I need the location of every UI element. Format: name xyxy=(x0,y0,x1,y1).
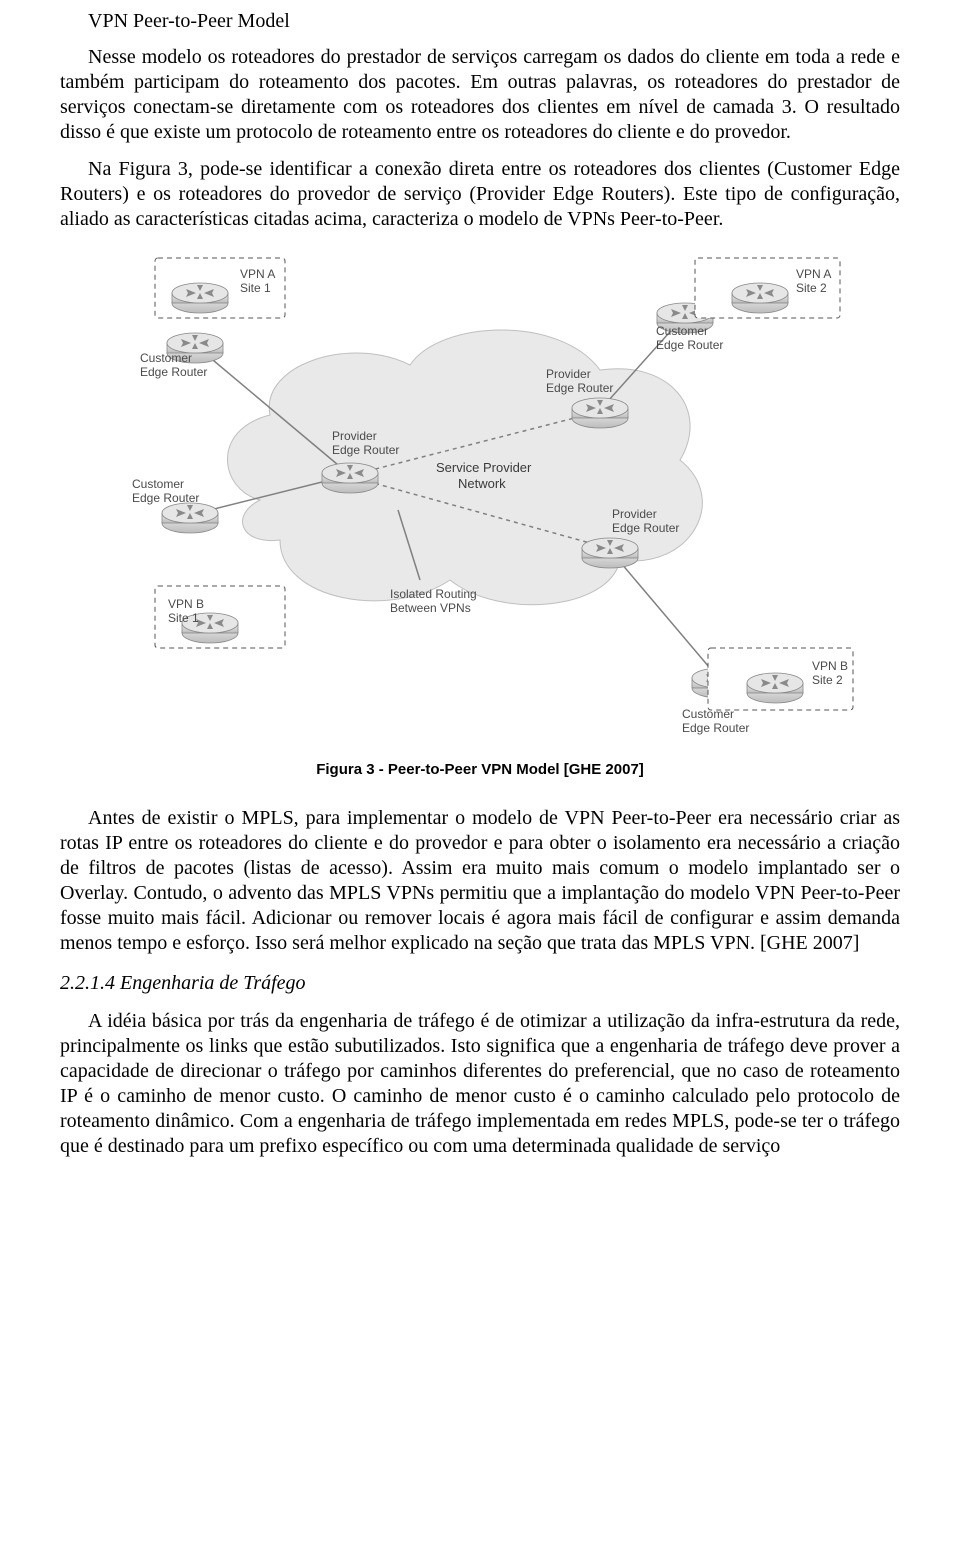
isolation-label: Isolated Routing xyxy=(390,587,477,601)
paragraph-1: Nesse modelo os roteadores do prestador … xyxy=(60,45,900,145)
pe-label: Edge Router xyxy=(332,443,399,457)
pe-label: Provider xyxy=(546,367,591,381)
vpn-label: Site 2 xyxy=(812,673,843,687)
ce-label: Customer xyxy=(682,707,734,721)
provider-edge-router-icon xyxy=(572,398,628,428)
cloud-label: Network xyxy=(458,476,506,491)
vpn-label: VPN B xyxy=(168,597,204,611)
paragraph-2: Na Figura 3, pode-se identificar a conex… xyxy=(60,157,900,232)
ce-label: Customer xyxy=(656,324,708,338)
ce-label: Customer xyxy=(140,351,192,365)
pe-label: Edge Router xyxy=(546,381,613,395)
paragraph-3: Antes de existir o MPLS, para implementa… xyxy=(60,806,900,956)
section-title: VPN Peer-to-Peer Model xyxy=(60,10,900,33)
pe-label: Provider xyxy=(332,429,377,443)
vpn-label: VPN A xyxy=(796,267,831,281)
cloud-label: Service Provider xyxy=(436,460,532,475)
document-page: VPN Peer-to-Peer Model Nesse modelo os r… xyxy=(0,0,960,1181)
subsection-title: 2.2.1.4 Engenharia de Tráfego xyxy=(60,972,900,995)
vpn-label: VPN B xyxy=(812,659,848,673)
pe-label: Provider xyxy=(612,507,657,521)
ce-label: Edge Router xyxy=(132,491,199,505)
paragraph-4: A idéia básica por trás da engenharia de… xyxy=(60,1009,900,1159)
provider-edge-router-icon xyxy=(582,538,638,568)
pe-label: Edge Router xyxy=(612,521,679,535)
figure-3: VPN A Site 1 VPN A Site 2 VPN B Site 1 V… xyxy=(90,250,870,745)
ce-label: Edge Router xyxy=(140,365,207,379)
figure-caption: Figura 3 - Peer-to-Peer VPN Model [GHE 2… xyxy=(60,761,900,778)
vpn-label: Site 2 xyxy=(796,281,827,295)
provider-edge-router-icon xyxy=(322,463,378,493)
network-diagram: VPN A Site 1 VPN A Site 2 VPN B Site 1 V… xyxy=(100,250,860,745)
customer-edge-router-icon xyxy=(162,503,218,533)
ce-label: Edge Router xyxy=(682,721,749,735)
vpn-label: VPN A xyxy=(240,267,275,281)
vpn-label: Site 1 xyxy=(240,281,271,295)
ce-label: Edge Router xyxy=(656,338,723,352)
isolation-label: Between VPNs xyxy=(390,601,471,615)
ce-label: Customer xyxy=(132,477,184,491)
vpn-label: Site 1 xyxy=(168,611,199,625)
